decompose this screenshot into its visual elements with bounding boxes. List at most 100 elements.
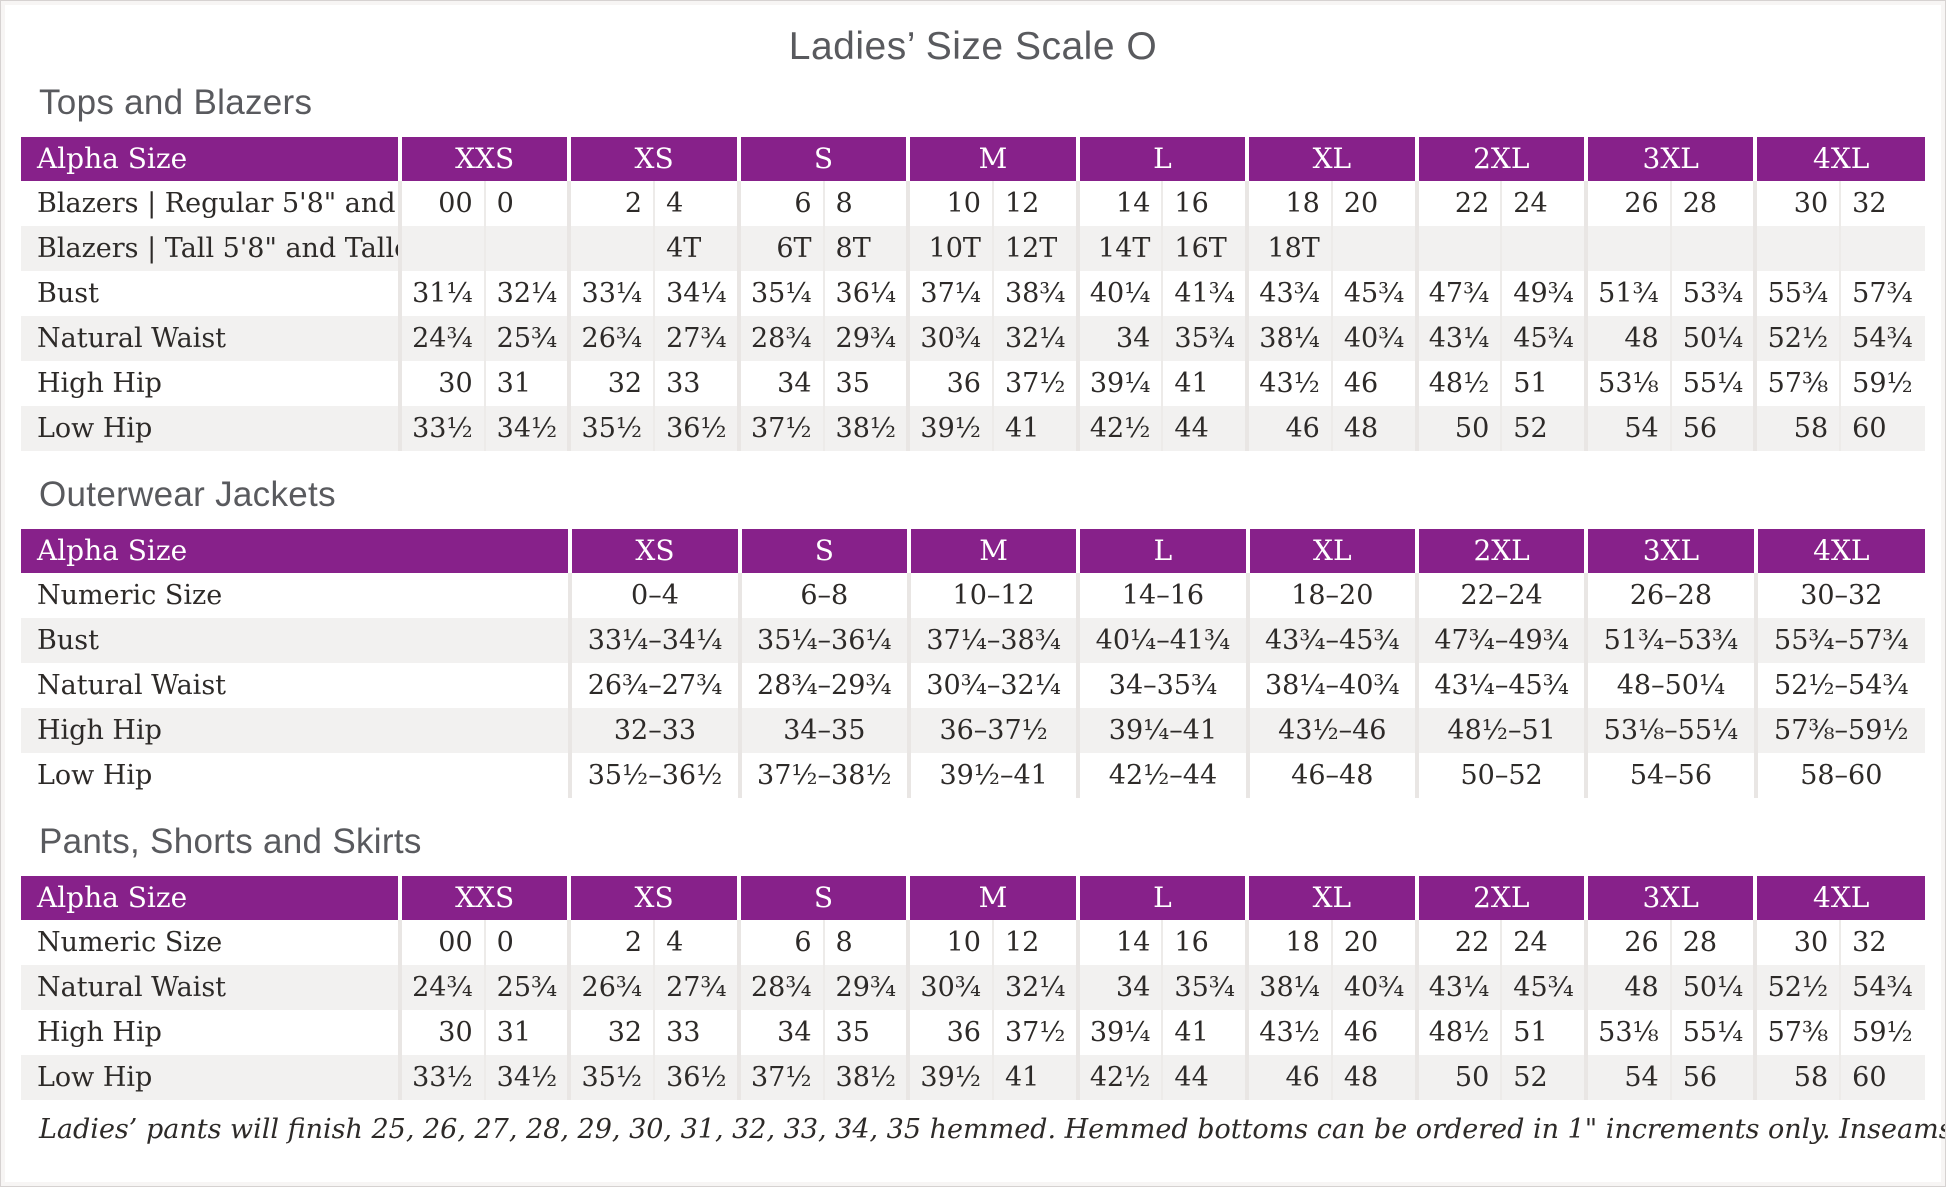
size-column-header: XL [1245,876,1417,920]
size-column-header: M [906,529,1079,573]
measurement-cell: 36¼ [822,271,909,316]
measurement-cell: 18T [1245,226,1332,271]
corner-header: Alpha Size [21,137,400,181]
measurement-cell: 43¼ [1414,965,1502,1010]
measurement-cell: 35½ [567,406,655,451]
measurement-cell: 42½ [1075,406,1163,451]
measurement-cell: 38¼ [1245,965,1332,1010]
measurement-cell: 58 [1753,1055,1841,1100]
measurement-cell: 33½ [397,1055,485,1100]
size-column-header: 2XL [1414,529,1587,573]
measurement-cell: 57⅜ [1753,361,1841,406]
measurement-cell: 44 [1161,1055,1248,1100]
measurement-cell: 26–28 [1584,573,1756,618]
measurement-cell: 52½ [1753,965,1841,1010]
measurement-cell: 26¾ [567,965,655,1010]
measurement-cell: 32¼ [483,271,570,316]
measurement-cell: 42½ [1075,1055,1163,1100]
measurement-cell: 47¾–49¾ [1414,618,1587,663]
measurement-cell: 35¾ [1161,316,1248,361]
measurement-cell: 60 [1839,1055,1925,1100]
table-row: Low Hip 35½–36½ 37½–38½ 39½–41 42½–44 46–48 50… [21,753,1925,798]
measurement-cell: 38¼ [1245,316,1332,361]
measurement-cell: 51¾ [1583,271,1671,316]
size-column-header: S [737,529,909,573]
size-column-header: 3XL [1583,876,1756,920]
measurement-cell [1669,226,1756,271]
footnote: Ladies’ pants will finish 25, 26, 27, 28… [39,1114,1946,1145]
measurement-cell: 10 [906,181,993,226]
measurement-cell: 58 [1753,406,1841,451]
size-column-header: 2XL [1414,137,1586,181]
pants-shorts-skirts-table: Alpha Size XXS XS S M L XL 2XL 3XL 4XL Numeric Siz… [21,876,1925,1100]
measurement-cell: 48 [1583,316,1671,361]
measurement-cell: 16 [1161,920,1248,965]
corner-header: Alpha Size [21,529,571,573]
measurement-cell: 28¾–29¾ [737,663,909,708]
measurement-cell: 37½ [991,1010,1078,1055]
measurement-cell: 52 [1500,406,1586,451]
measurement-cell: 26¾–27¾ [568,663,740,708]
measurement-cell: 48–50¼ [1584,663,1756,708]
measurement-cell: 38¼–40¾ [1245,663,1417,708]
measurement-cell: 26 [1583,920,1671,965]
measurement-cell: 33½ [397,406,485,451]
measurement-cell: 42½–44 [1076,753,1248,798]
measurement-cell: 54–56 [1584,753,1756,798]
row-label: Natural Waist [21,663,571,708]
size-column-header: 3XL [1584,529,1756,573]
measurement-cell: 37½ [736,1055,824,1100]
size-column-header: XS [567,137,739,181]
measurement-cell: 39¼ [1075,361,1163,406]
table-row: Numeric Size 0–4 6–8 10–12 14–16 18–20 22–24 26… [21,573,1925,618]
measurement-cell: 59½ [1839,361,1925,406]
measurement-cell: 59½ [1839,1010,1925,1055]
measurement-cell: 34¼ [653,271,739,316]
measurement-cell: 54 [1583,406,1671,451]
measurement-cell: 12T [991,226,1078,271]
measurement-cell: 60 [1839,406,1925,451]
size-column-header: XS [568,529,740,573]
measurement-cell: 52½ [1753,316,1841,361]
measurement-cell: 27¾ [653,965,739,1010]
row-label: High Hip [21,361,400,406]
tops-and-blazers-table: Alpha Size XXS XS S M L XL 2XL 3XL 4XL Blazers | R… [21,137,1925,451]
measurement-cell: 4T [653,226,739,271]
measurement-cell: 24 [1500,181,1586,226]
row-label: High Hip [21,708,571,753]
measurement-cell: 34 [736,361,824,406]
measurement-cell: 48 [1583,965,1671,1010]
measurement-cell: 45¾ [1330,271,1417,316]
page-title: Ladies’ Size Scale O [788,25,1158,68]
measurement-cell: 32 [567,1010,655,1055]
measurement-cell: 41 [991,1055,1078,1100]
measurement-cell [1753,226,1841,271]
measurement-cell: 48 [1330,1055,1417,1100]
measurement-cell: 00 [397,920,485,965]
measurement-cell: 14 [1075,920,1163,965]
measurement-cell: 26 [1583,181,1671,226]
measurement-cell: 34–35¾ [1076,663,1248,708]
measurement-cell: 49¾ [1500,271,1586,316]
measurement-cell: 24 [1500,920,1586,965]
table-row: Blazers | Regular 5'8" and Shorter000246… [21,181,1925,226]
measurement-cell: 24¾ [397,316,485,361]
size-column-header: XL [1245,137,1417,181]
measurement-cell: 50 [1414,406,1502,451]
measurement-cell: 18 [1245,181,1332,226]
measurement-cell: 55¾–57¾ [1753,618,1925,663]
header-row: Alpha Size XS S M L XL 2XL 3XL 4XL [21,529,1925,573]
table-row: Blazers | Tall 5'8" and Taller 4T 6T 8T 10T 1… [21,226,1925,271]
measurement-cell: 37½–38½ [737,753,909,798]
measurement-cell: 55¾ [1753,271,1841,316]
measurement-cell: 31 [483,1010,570,1055]
measurement-cell: 48½ [1414,361,1502,406]
measurement-cell: 27¾ [653,316,739,361]
size-column-header: M [906,137,1078,181]
measurement-cell: 38½ [822,1055,909,1100]
row-label: Low Hip [21,1055,400,1100]
section-heading-pants-shorts-skirts: Pants, Shorts and Skirts [39,822,422,861]
measurement-cell: 12 [991,920,1078,965]
table-row: Bust 31¼ 32¼ 33¼ 34¼ 35¼ 36¼ 37¼ 38¾ 40¼ 41¾ 43¾ 45¾… [21,271,1925,316]
row-label: Numeric Size [21,573,571,618]
